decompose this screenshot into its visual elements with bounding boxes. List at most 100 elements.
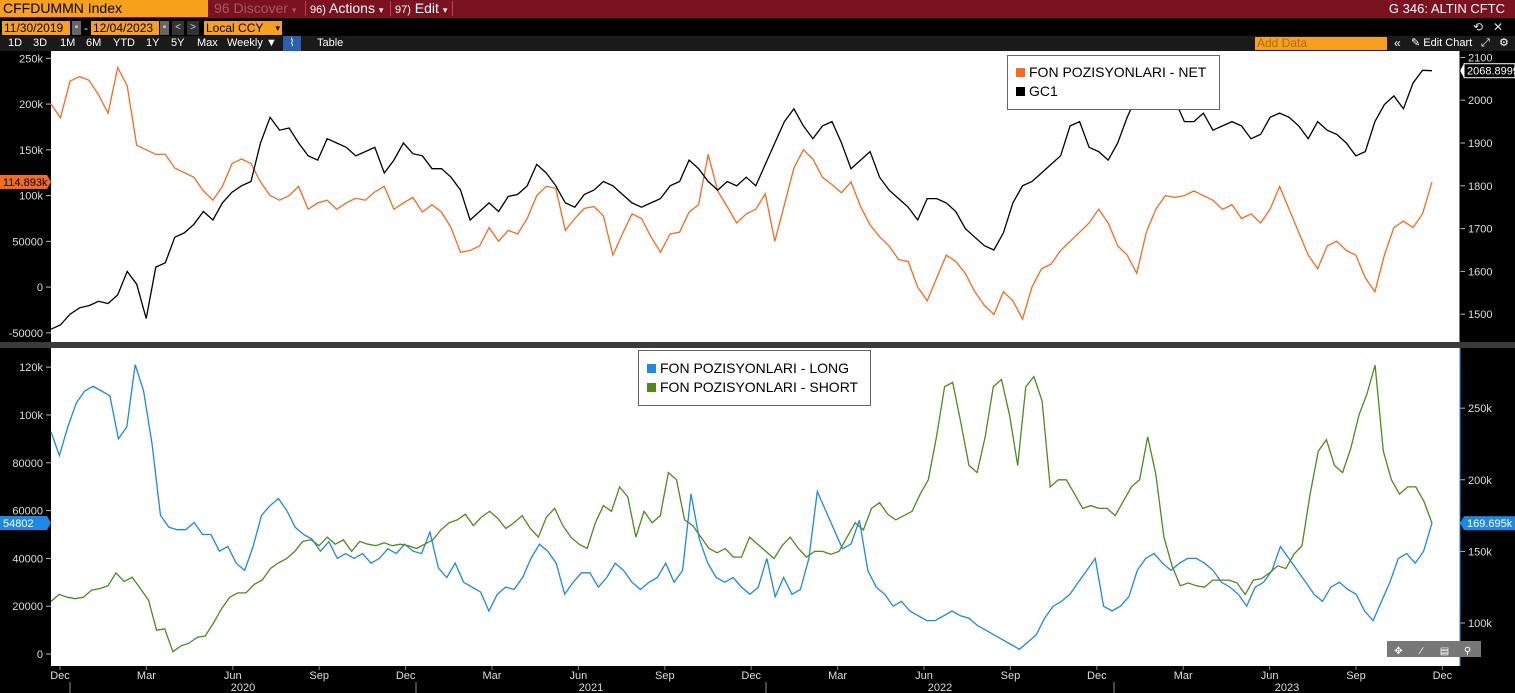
divider [390, 1, 391, 16]
right-tick-label: 250k [1468, 403, 1492, 415]
year-label: 2022 [928, 682, 952, 693]
right-tick-label: 1500 [1468, 309, 1492, 321]
legend-label: GC1 [1029, 83, 1058, 99]
period-6m[interactable]: 6M [86, 37, 102, 49]
right-tick-label: 200k [1468, 475, 1492, 487]
legend-label: FON POZISYONLARI - LONG [660, 360, 850, 376]
x-tick-label: Dec [1087, 670, 1107, 682]
add-data-input[interactable]: Add Data [1255, 37, 1387, 50]
period-ytd[interactable]: YTD [113, 37, 135, 49]
series-line-2 [50, 69, 1433, 330]
left-tick-label: 120k [19, 362, 43, 374]
right-tick-label: 1700 [1468, 224, 1492, 236]
divider [305, 1, 306, 16]
divider [452, 1, 453, 16]
gear-icon[interactable]: ⚙ [1499, 37, 1509, 49]
left-tick-label: 250k [19, 53, 43, 65]
panel-divider[interactable] [0, 342, 1515, 348]
x-tick-label: Sep [1346, 670, 1366, 682]
left-last-value-arrow [47, 516, 51, 531]
right-last-value-box [1463, 63, 1515, 79]
x-tick-label: Jun [570, 670, 588, 682]
collapse-icon[interactable]: « [1394, 36, 1401, 50]
line-chart-icon[interactable]: ⌇ [283, 36, 301, 51]
window-title: G 346: ALTIN CFTC [1388, 1, 1505, 16]
calendar-icon[interactable]: ▪ [72, 21, 81, 35]
left-tick-label: -50000 [9, 328, 43, 340]
right-last-value-arrow [1460, 63, 1464, 78]
x-tick-label: Mar [828, 670, 847, 682]
x-axis: Dec Mar Jun Sep Dec Mar Jun Sep Dec Mar Jun Sep Dec M… [50, 666, 1453, 693]
legend-item-short: FON POZISYONLARI - SHORT [639, 378, 870, 397]
start-date-field[interactable]: 11/30/2019 [2, 21, 70, 35]
right-last-value-marker: 2068.8999 [1460, 63, 1515, 79]
actions-number: 96) [310, 4, 326, 16]
caret-down-icon: ▼ [265, 37, 277, 49]
currency-value: Local CCY [206, 21, 264, 35]
period-max[interactable]: Max [197, 37, 218, 49]
undo-icon[interactable]: ⟲ [1472, 20, 1484, 34]
edit-chart-label: Edit Chart [1423, 37, 1473, 49]
period-1m[interactable]: 1M [60, 37, 76, 49]
move-icon[interactable]: ✥ [1394, 646, 1403, 657]
x-tick-label: Mar [137, 670, 156, 682]
x-tick-label: Sep [1001, 670, 1021, 682]
expand-icon[interactable]: ⤢ [1481, 37, 1490, 49]
left-tick-label: 100k [19, 191, 43, 203]
calendar-icon[interactable]: ▪ [160, 21, 169, 35]
left-tick-label: 20000 [12, 601, 43, 613]
close-icon[interactable]: ✕ [1492, 20, 1504, 34]
right-last-value-label: 2068.8999 [1467, 66, 1515, 78]
left-tick-label: 200k [19, 99, 43, 111]
currency-select[interactable]: Local CCY ▾ [204, 21, 282, 35]
title-bar: CFFDUMMN Index 96 Discover ▾ 96) Actions… [0, 0, 1515, 18]
next-arrow-icon[interactable]: > [187, 21, 199, 35]
end-date-field[interactable]: 12/04/2023 [91, 21, 159, 35]
edit-chart-button[interactable]: ✎ Edit Chart [1411, 36, 1472, 51]
right-tick-label: 1600 [1468, 266, 1492, 278]
actions-label: Actions [329, 0, 375, 16]
left-tick-label: 60000 [12, 506, 43, 518]
frequency-value: Weekly [227, 37, 263, 49]
edit-menu[interactable]: 97) Edit ▾ [395, 0, 447, 17]
table-button[interactable]: Table [317, 37, 344, 49]
chart-controls: ✥ ∕ ▤ ⚲ [1387, 641, 1481, 657]
legend-label: FON POZISYONLARI - SHORT [660, 379, 859, 395]
right-tick-label: 1900 [1468, 138, 1492, 150]
annotate-icon[interactable]: ▤ [1439, 646, 1450, 657]
chart-area: 250k 200k 150k 100k 50000 0 -50000 2100 2000 1900… [0, 51, 1515, 693]
left-last-value-marker: 54802 [0, 516, 51, 531]
legend-swatch [1016, 68, 1025, 77]
period-1y[interactable]: 1Y [146, 37, 160, 49]
series-line-2 [50, 365, 1433, 653]
chevron-down-icon: ▾ [378, 5, 384, 15]
prev-arrow-icon[interactable]: < [172, 21, 184, 35]
period-1d[interactable]: 1D [8, 37, 23, 49]
actions-menu[interactable]: 96) Actions ▾ [310, 0, 383, 17]
legend-item-long: FON POZISYONLARI - LONG [639, 359, 870, 378]
legend-swatch [647, 364, 656, 373]
series-line-1 [50, 65, 1433, 321]
date-dash: - [84, 21, 88, 35]
ticker-field[interactable]: CFFDUMMN Index [0, 0, 208, 17]
edit-number: 97) [395, 4, 411, 16]
period-3d[interactable]: 3D [33, 37, 48, 49]
chevron-down-icon: ▾ [291, 5, 297, 15]
date-range-bar: 11/30/2019 ▪ - 12/04/2023 ▪ < > Local CC… [0, 19, 1515, 35]
draw-icon[interactable]: ∕ [1420, 646, 1423, 657]
legend-swatch [647, 383, 656, 392]
legend-swatch [1016, 87, 1025, 96]
x-tick-label: Dec [741, 670, 761, 682]
period-5y[interactable]: 5Y [171, 37, 185, 49]
legend-item-net: FON POZISYONLARI - NET [1008, 63, 1219, 82]
x-tick-label: Mar [1174, 670, 1193, 682]
x-tick-label: Sep [655, 670, 675, 682]
right-tick-label: 2000 [1468, 95, 1492, 107]
x-tick-label: Jun [915, 670, 933, 682]
discover-menu[interactable]: 96 Discover ▾ [214, 0, 296, 17]
year-label: 2020 [231, 682, 255, 693]
frequency-select[interactable]: Weekly ▼ [227, 36, 277, 51]
zoom-icon[interactable]: ⚲ [1463, 646, 1472, 657]
left-last-value-label: 54802 [3, 518, 34, 530]
legend-label: FON POZISYONLARI - NET [1029, 64, 1207, 80]
